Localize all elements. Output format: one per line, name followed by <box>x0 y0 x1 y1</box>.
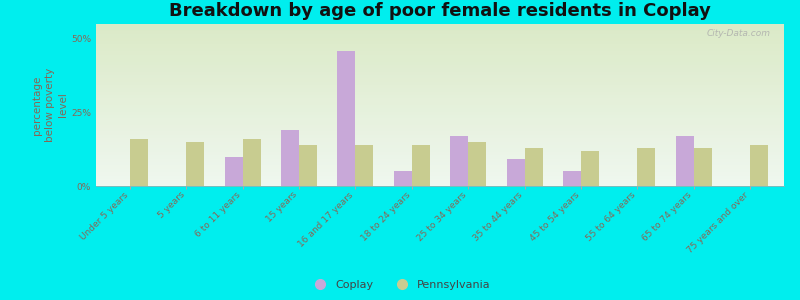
Bar <box>281 130 299 186</box>
Bar <box>676 136 694 186</box>
Bar <box>750 145 768 186</box>
Y-axis label: percentage
below poverty
level: percentage below poverty level <box>32 68 68 142</box>
Bar <box>242 139 261 186</box>
Title: Breakdown by age of poor female residents in Coplay: Breakdown by age of poor female resident… <box>169 2 711 20</box>
Bar <box>338 50 355 186</box>
Bar <box>450 136 468 186</box>
Bar <box>394 171 412 186</box>
Bar <box>186 142 204 186</box>
Bar <box>506 160 525 186</box>
Text: City-Data.com: City-Data.com <box>706 29 770 38</box>
Legend: Coplay, Pennsylvania: Coplay, Pennsylvania <box>305 276 495 294</box>
Bar <box>563 171 581 186</box>
Bar <box>130 139 148 186</box>
Bar <box>638 148 655 186</box>
Bar <box>225 157 242 186</box>
Bar <box>412 145 430 186</box>
Bar <box>355 145 374 186</box>
Bar <box>694 148 712 186</box>
Bar <box>299 145 317 186</box>
Bar <box>581 151 599 186</box>
Bar <box>525 148 542 186</box>
Bar <box>468 142 486 186</box>
